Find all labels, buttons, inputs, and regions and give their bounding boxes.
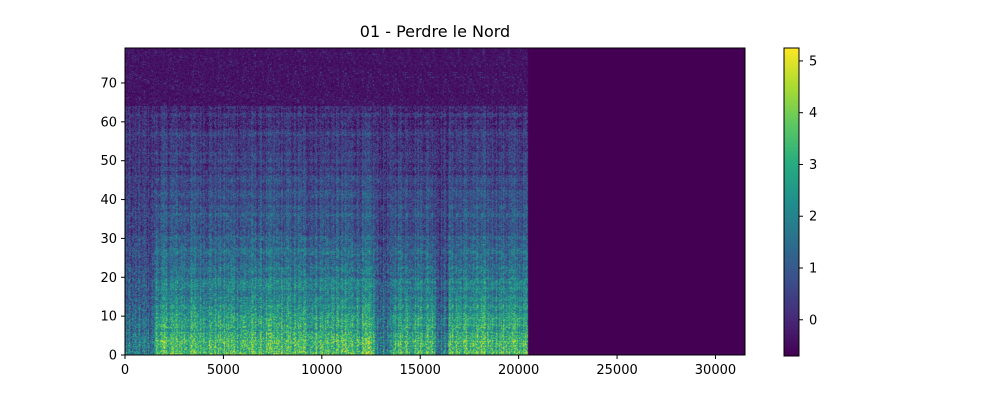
colorbar-tick-label: 1 bbox=[809, 262, 817, 277]
x-tick-label: 30000 bbox=[695, 363, 736, 378]
x-tick-label: 5000 bbox=[207, 363, 240, 378]
colorbar-tick-label: 5 bbox=[809, 54, 817, 69]
plot-frame bbox=[124, 47, 746, 356]
x-tick-label: 20000 bbox=[498, 363, 539, 378]
colorbar-tick-label: 3 bbox=[809, 158, 817, 173]
x-tick-label: 15000 bbox=[400, 363, 441, 378]
y-tick-label: 0 bbox=[109, 349, 117, 364]
colorbar-tick-label: 2 bbox=[809, 210, 817, 225]
x-tick-label: 0 bbox=[121, 363, 129, 378]
heatmap-plot bbox=[125, 48, 745, 355]
colorbar-tick-label: 0 bbox=[809, 313, 817, 328]
y-tick-label: 50 bbox=[100, 154, 117, 169]
chart-title: 01 - Perdre le Nord bbox=[359, 22, 511, 41]
y-tick-label: 70 bbox=[100, 76, 117, 91]
x-tick-label: 10000 bbox=[301, 363, 342, 378]
y-tick-label: 30 bbox=[100, 232, 117, 247]
x-tick-label: 25000 bbox=[596, 363, 637, 378]
y-tick-label: 60 bbox=[100, 115, 117, 130]
y-tick-label: 20 bbox=[100, 271, 117, 286]
colorbar-gradient bbox=[784, 48, 799, 356]
y-tick-label: 10 bbox=[100, 310, 117, 325]
y-tick-label: 40 bbox=[100, 193, 117, 208]
colorbar-frame bbox=[783, 47, 800, 357]
colorbar-tick-label: 4 bbox=[809, 106, 817, 121]
